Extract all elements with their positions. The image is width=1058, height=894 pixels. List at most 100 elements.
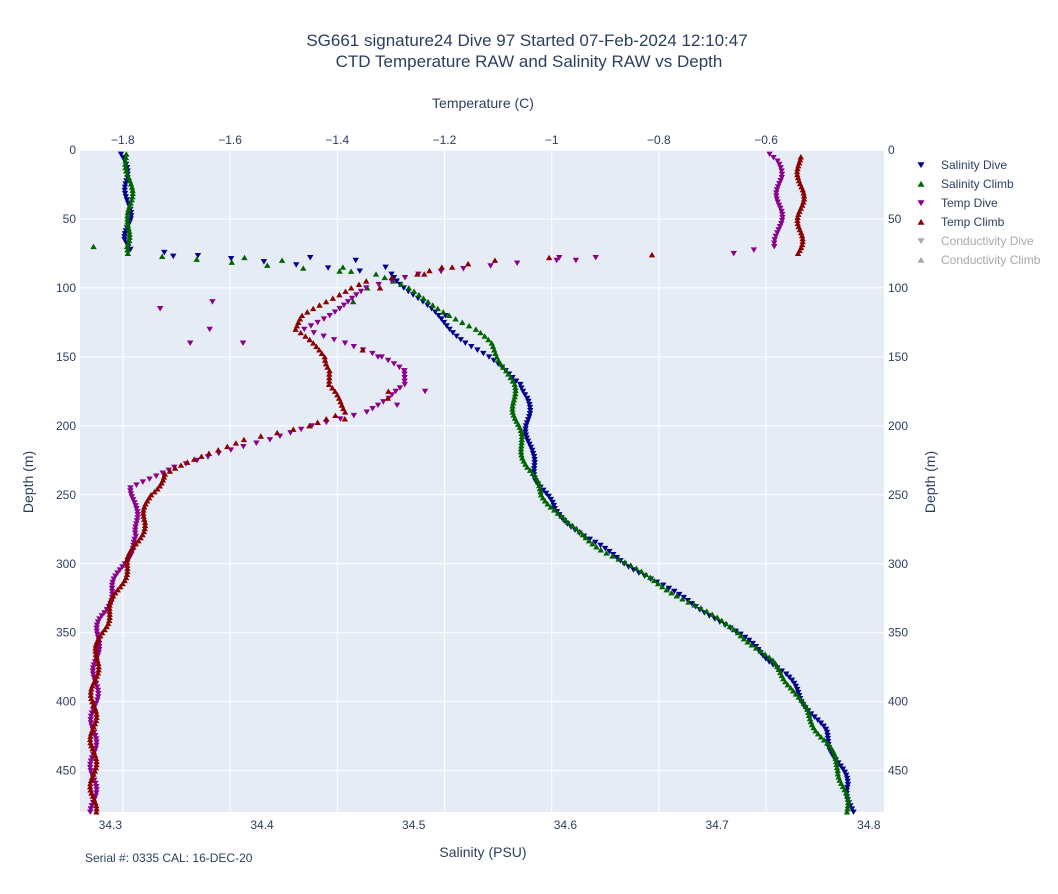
data-point [376,285,384,291]
data-point [726,623,734,630]
data-point [777,178,784,184]
data-point [542,490,550,497]
data-point [215,447,222,453]
data-point [844,805,851,812]
data-point [405,285,413,291]
data-point [795,211,802,217]
data-point [401,275,409,281]
data-point [239,340,247,346]
data-point [522,429,529,435]
legend-item-conductivity-dive[interactable]: Conductivity Dive [917,234,1035,248]
data-point [850,809,857,815]
data-point [774,199,782,205]
data-point [322,298,330,305]
data-point [310,330,318,336]
data-point [401,368,408,374]
data-point [134,515,141,521]
legend-item-salinity-dive[interactable]: Salinity Dive [917,158,1008,172]
data-point [240,436,248,443]
data-point [321,353,328,360]
legend-item-conductivity-climb[interactable]: Conductivity Climb [917,253,1041,267]
data-point [114,586,121,593]
data-point [88,695,95,702]
data-point [396,364,403,371]
data-point [843,772,850,779]
data-point [124,553,132,559]
depth-tick-label-right: 50 [888,212,902,226]
data-point [264,262,271,268]
data-point [156,483,163,489]
data-point [769,657,777,663]
data-point [170,253,177,260]
data-point [512,390,519,397]
legend-item-temp-climb[interactable]: Temp Climb [917,215,1005,229]
data-point [94,694,102,700]
data-point [124,219,131,225]
data-point [521,392,529,398]
data-point [510,396,518,403]
data-point [324,265,332,271]
data-point [459,319,466,325]
data-point [512,387,519,394]
data-point [544,501,551,507]
data-point [363,409,370,415]
data-point [709,611,716,617]
data-point [356,268,364,274]
data-point [227,256,235,262]
data-point [129,190,136,197]
data-point [527,444,535,451]
data-point [93,761,100,768]
data-point [122,161,129,167]
data-point [750,247,758,253]
data-point [673,593,680,599]
data-point [381,274,388,281]
data-point [87,716,94,723]
data-point [481,333,488,339]
data-point [776,224,784,230]
data-point [124,212,131,219]
data-point [240,443,247,450]
data-point [369,350,376,357]
data-point [326,312,333,319]
data-point [833,764,841,771]
data-point [92,642,100,648]
data-point [401,371,408,377]
data-point [91,705,99,711]
data-point [558,513,565,519]
data-point [541,498,549,504]
data-point [527,407,534,414]
data-point [517,427,525,433]
data-point [778,217,786,224]
legend-label: Temp Climb [941,215,1005,229]
data-point [730,626,738,633]
data-point [93,625,100,631]
data-point [832,758,840,764]
data-point [124,565,131,571]
data-point [843,775,851,782]
depth-tick-label-left: 100 [56,281,76,295]
data-point [106,614,113,620]
data-point [206,326,213,333]
data-point [814,717,821,723]
data-point [507,374,514,381]
data-point [396,385,404,391]
legend-item-temp-dive[interactable]: Temp Dive [917,196,999,210]
data-point [771,243,778,250]
calibration-footnote: Serial #: 0335 CAL: 16-DEC-20 [85,851,253,865]
data-point [531,463,538,469]
legend[interactable]: Salinity Dive Salinity Climb Temp Dive Temp… [917,158,1041,267]
data-point [108,585,116,592]
data-point [363,285,370,291]
depth-tick-label-right: 400 [888,695,908,709]
data-point [773,193,780,199]
data-point [121,184,129,191]
legend-item-salinity-climb[interactable]: Salinity Climb [917,177,1015,191]
data-point [127,181,135,187]
data-point [93,742,100,749]
plot-area [80,150,884,812]
data-point [778,175,785,181]
data-point [198,453,205,459]
data-point [94,657,101,663]
data-point [648,251,656,258]
